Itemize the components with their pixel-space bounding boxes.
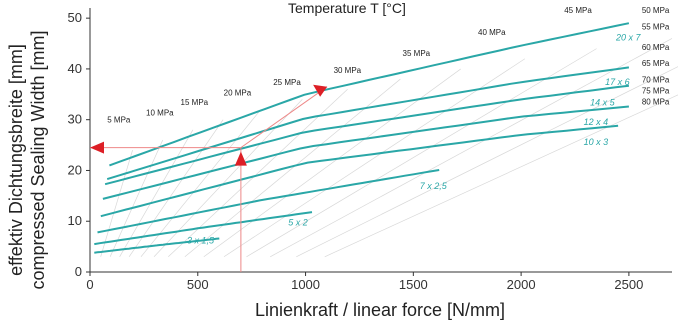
x-tick-label: 0 [86,277,93,292]
pressure-label: 45 MPa [564,6,592,15]
pressure-grid-line [109,139,164,257]
series-label: 14 x 5 [590,97,616,107]
pressure-grid-line [168,88,348,258]
reading-diagonal-line [240,86,328,149]
example-reading [90,84,328,272]
pressure-label: 70 MPa [642,76,670,85]
series-line [94,237,220,254]
series-labels: 3 x 1,5 5 x 2 7 x 2,5 10 x 3 12 x 4 14 x 5 17 … [187,32,641,245]
series-label: 17 x 6 [605,77,630,87]
x-tick-label: 2500 [614,277,643,292]
pressure-label: 55 MPa [642,22,670,31]
pressure-label: 30 MPa [334,66,362,75]
pressure-label: 35 MPa [403,49,431,58]
pressure-label: 80 MPa [642,97,670,106]
x-axis-title: Linienkraft / linear force [N/mm] [255,300,505,320]
pressure-grid-line [324,94,678,258]
y-tick-label: 40 [68,61,82,76]
y-axis-title-line2: compressed Sealing Width [mm] [28,30,48,289]
pressure-label: 65 MPa [642,59,670,68]
axes [89,8,672,273]
top-title: Temperature T [°C] [288,0,406,16]
series-line [109,22,630,167]
series-label: 20 x 7 [615,32,642,42]
pressure-grid-line [246,48,597,258]
series-line [102,105,629,200]
reading-left-arrow [90,141,104,154]
pressure-label: 75 MPa [642,86,670,95]
series-line [106,66,630,181]
y-axis-title-line1: effektiv Dichtungsbreite [mm] [6,44,26,276]
y-tick-label: 30 [68,112,82,127]
series-label: 7 x 2,5 [420,181,448,191]
pressure-label: 25 MPa [273,78,301,87]
series-line [94,211,313,246]
x-tick-label: 2000 [507,277,536,292]
pressure-grid-line [296,66,678,258]
pressure-labels: 5 MPa 10 MPa 15 MPa 20 MPa 25 MPa 30 MPa 35 MP… [107,6,670,125]
y-tick-label: 50 [68,10,82,25]
pressure-grid-line [184,78,401,258]
pressure-label: 5 MPa [107,116,131,125]
pressure-grid-line [223,58,526,258]
reading-up-arrow [234,151,247,166]
tick-labels: 0 500 1000 1500 2000 2500 0 10 20 30 40 50 [68,10,644,292]
y-tick-label: 10 [68,213,82,228]
pressure-label: 50 MPa [642,6,670,15]
x-tick-label: 1500 [399,277,428,292]
y-tick-label: 0 [75,264,82,279]
pressure-label: 20 MPa [224,88,252,97]
pressure-grid-line [270,38,673,258]
pressure-grid-line [140,109,262,257]
series-label: 5 x 2 [288,217,308,227]
series-line [104,84,630,186]
pressure-grid-line [100,150,133,257]
pressure-label: 40 MPa [478,28,506,37]
series-lines [94,22,630,254]
pressure-label: 15 MPa [181,98,209,107]
pressure-label: 10 MPa [146,109,174,118]
series-label: 12 x 4 [584,117,609,127]
series-label: 3 x 1,5 [187,236,215,246]
pressure-grid-line [128,119,224,257]
series-line [100,124,619,218]
x-tick-label: 500 [187,277,209,292]
series-label: 10 x 3 [584,137,609,147]
reading-diagonal-arrow [313,84,328,97]
series-line [97,169,440,234]
y-tick-label: 20 [68,162,82,177]
pressure-grid-line [119,129,194,257]
pressure-label: 60 MPa [642,43,670,52]
x-tick-label: 1000 [291,277,320,292]
